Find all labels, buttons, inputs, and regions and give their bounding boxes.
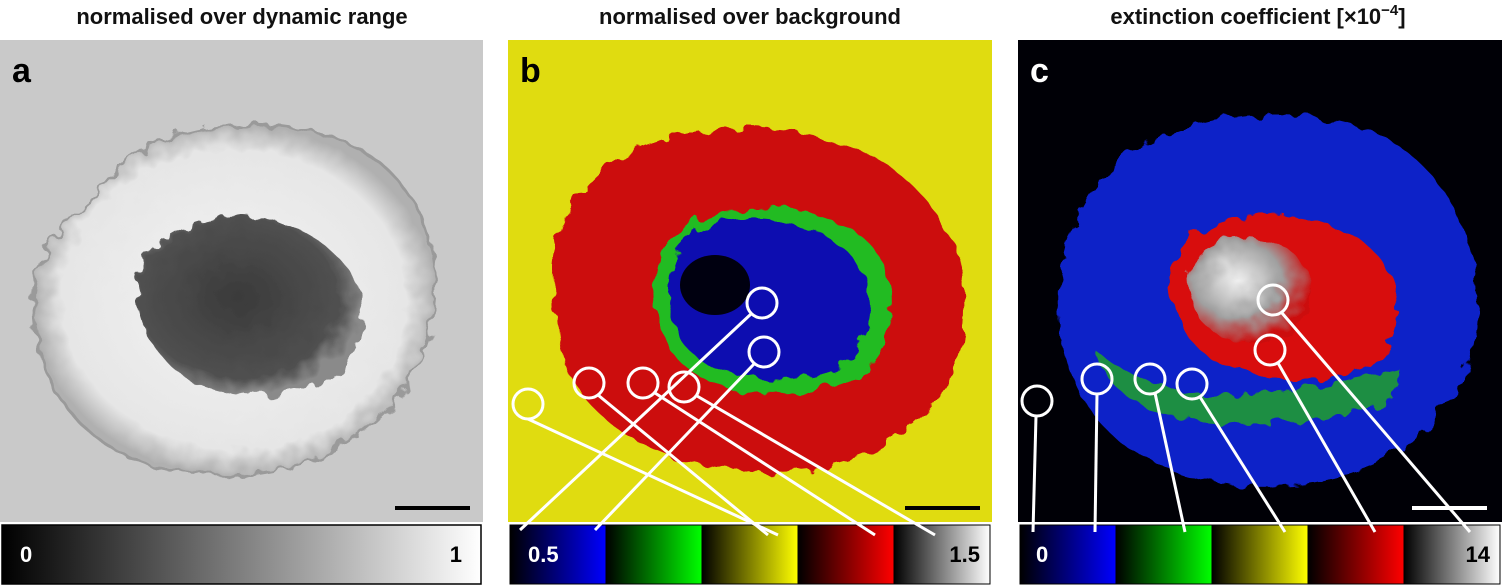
- panel-letter: b: [520, 52, 541, 90]
- colorbar-max-label: 1: [450, 542, 462, 567]
- colorbar-max-label: 14: [1466, 542, 1491, 567]
- panel-b-image: [508, 40, 992, 522]
- colorbar-max-label: 1.5: [949, 542, 980, 567]
- colorbar: [1, 524, 482, 585]
- colorbar: [1019, 524, 1501, 585]
- panel-title: normalised over dynamic range: [76, 4, 407, 29]
- panel-c-image: [1018, 40, 1502, 522]
- panel-letter: a: [12, 52, 32, 90]
- panel-title: extinction coefficient [×10−4]: [1110, 2, 1405, 29]
- panel-letter: c: [1030, 52, 1049, 90]
- colorbar-min-label: 0: [1036, 542, 1048, 567]
- annotation-circles: [1020, 283, 1472, 533]
- panel-title: normalised over background: [599, 4, 901, 29]
- annotation-circles: [511, 286, 936, 537]
- colorbar: [509, 524, 991, 585]
- title-suffix: ]: [1398, 4, 1405, 29]
- panel-a-image: [0, 40, 483, 522]
- colorbar-min-label: 0: [20, 542, 32, 567]
- colorbar-min-label: 0.5: [528, 542, 559, 567]
- title-text: extinction coefficient [×10: [1110, 4, 1381, 29]
- title-superscript: −4: [1381, 2, 1399, 19]
